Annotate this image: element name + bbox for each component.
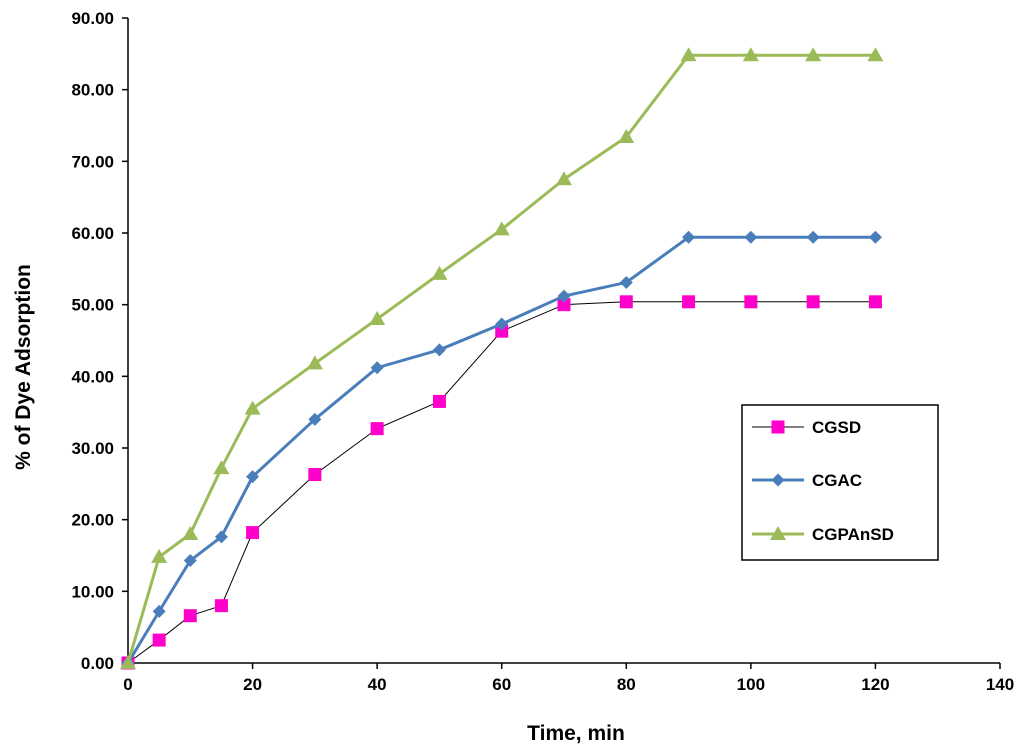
series-cgpansd (120, 47, 884, 669)
data-point-cgsd (432, 394, 446, 408)
data-point-cgpansd (805, 47, 822, 62)
data-point-cgac (308, 412, 322, 426)
x-tick-label: 140 (986, 675, 1014, 694)
data-point-cgpansd (431, 265, 448, 280)
legend-label-cgsd: CGSD (812, 418, 861, 437)
x-tick-label: 60 (492, 675, 511, 694)
y-tick-label: 30.00 (71, 439, 114, 458)
y-tick-label: 70.00 (71, 152, 114, 171)
y-axis-ticks: 0.00 10.00 20.00 30.00 40.00 50.00 60.00 70.00 8… (71, 9, 128, 673)
x-axis-ticks: 0 20 40 60 80 100 120 140 (123, 663, 1014, 694)
data-point-cgsd (183, 609, 197, 623)
y-axis-title: % of Dye Adsorption (12, 264, 35, 470)
x-tick-label: 120 (861, 675, 889, 694)
y-tick-label: 90.00 (71, 9, 114, 28)
data-point-cgpansd (867, 47, 884, 62)
legend-marker-cgpansd (770, 526, 786, 540)
data-point-cgpansd (182, 526, 199, 540)
data-point-cgsd (308, 468, 322, 482)
y-tick-label: 50.00 (71, 296, 114, 315)
series-line-cgpansd (126, 53, 876, 664)
data-point-cgac (806, 230, 820, 244)
y-tick-label: 80.00 (71, 81, 114, 100)
data-point-cgac (246, 470, 260, 484)
data-point-cgac (744, 230, 758, 244)
data-point-cgac (495, 317, 509, 331)
legend-marker-cgac (771, 473, 785, 487)
data-point-cgpansd (493, 221, 510, 236)
data-point-cgsd (152, 633, 166, 647)
data-point-cgac (214, 530, 228, 544)
data-point-cgac (183, 554, 197, 568)
data-point-cgsd (806, 295, 820, 309)
x-tick-label: 40 (368, 675, 387, 694)
data-point-cgpansd (151, 548, 168, 563)
data-point-cgac (432, 343, 446, 357)
x-tick-label: 80 (617, 675, 636, 694)
data-point-cgsd (682, 295, 696, 309)
legend-item-cgsd: CGSD (752, 418, 861, 437)
data-point-cgpansd (306, 355, 323, 370)
data-point-cgpansd (618, 128, 635, 143)
data-point-cgpansd (742, 47, 759, 62)
data-point-cgpansd (556, 171, 572, 186)
series-cgsd (121, 295, 882, 670)
data-point-cgac (619, 275, 633, 289)
y-tick-label: 10.00 (71, 582, 114, 601)
x-tick-label: 0 (123, 675, 132, 694)
y-tick-label: 0.00 (81, 654, 114, 673)
legend-item-cgpansd: CGPAnSD (752, 525, 894, 544)
data-point-cgsd (246, 526, 260, 540)
data-point-cgsd (214, 599, 228, 613)
data-point-cgac (370, 361, 384, 375)
legend-label-cgpansd: CGPAnSD (812, 525, 894, 544)
series-layer (120, 47, 884, 670)
data-point-cgpansd (213, 460, 230, 475)
data-point-cgpansd (120, 655, 136, 669)
y-tick-label: 40.00 (71, 367, 114, 386)
y-tick-label: 20.00 (71, 511, 114, 530)
data-point-cgsd (370, 422, 384, 436)
legend-item-cgac: CGAC (752, 471, 862, 490)
data-point-cgac (152, 604, 166, 618)
data-point-cgac (868, 230, 882, 244)
legend: CGSD CGAC CGPAnSD (741, 404, 939, 561)
legend-marker-cgsd (771, 420, 785, 434)
series-cgac (121, 230, 882, 670)
data-point-cgsd (495, 324, 509, 338)
data-point-cgsd (619, 295, 633, 309)
y-tick-label: 60.00 (71, 224, 114, 243)
data-point-cgpansd (680, 47, 697, 62)
x-tick-label: 100 (737, 675, 765, 694)
data-point-cgsd (744, 295, 758, 309)
data-point-cgac (557, 289, 571, 303)
data-point-cgsd (868, 295, 882, 309)
data-point-cgpansd (369, 311, 386, 325)
x-tick-label: 20 (243, 675, 262, 694)
x-axis-title: Time, min (527, 722, 625, 745)
legend-label-cgac: CGAC (812, 471, 862, 490)
data-point-cgpansd (244, 400, 261, 415)
data-point-cgsd (557, 298, 571, 312)
data-point-cgac (682, 230, 696, 244)
